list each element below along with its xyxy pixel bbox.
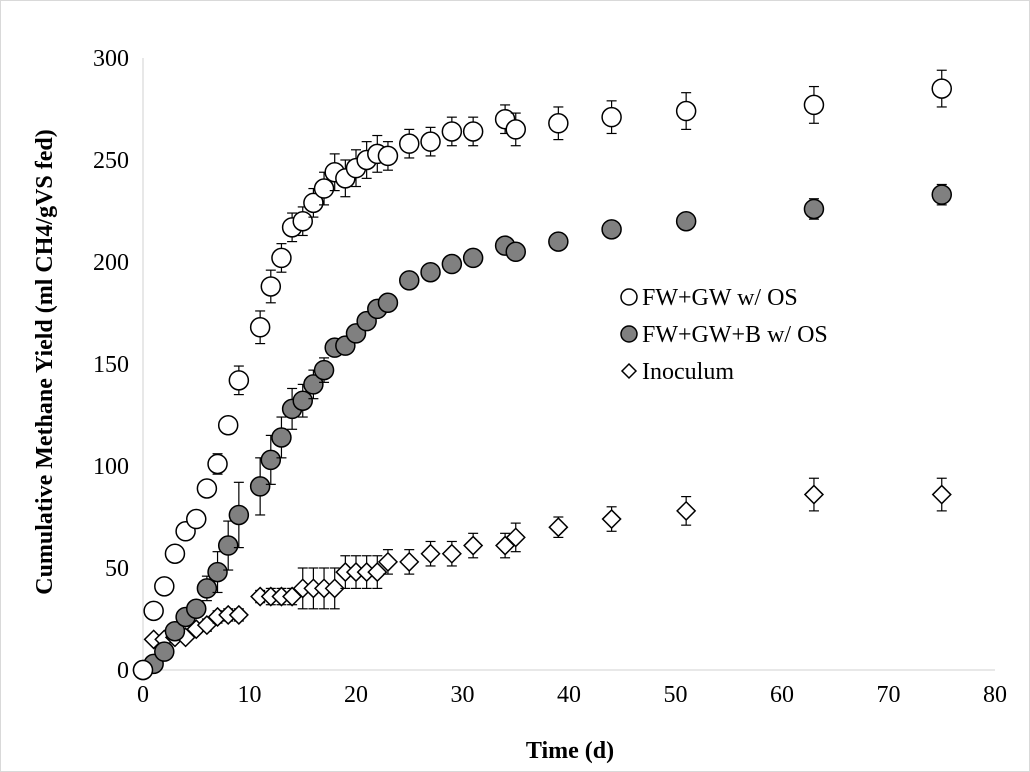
- data-point: [271, 247, 292, 269]
- data-point: [601, 508, 622, 530]
- data-point: [313, 359, 335, 381]
- data-point: [675, 210, 697, 232]
- data-point: [260, 449, 282, 471]
- data-point: [164, 620, 186, 642]
- x-tick-label: 20: [344, 682, 368, 708]
- data-point: [505, 119, 526, 140]
- data-point: [420, 543, 441, 564]
- data-point: [399, 551, 420, 572]
- data-point: [196, 478, 218, 499]
- series-0: [132, 69, 952, 681]
- data-point: [441, 543, 462, 564]
- data-point: [154, 641, 175, 662]
- data-point: [271, 427, 292, 448]
- data-point: [228, 370, 250, 391]
- y-tick-label: 150: [93, 352, 129, 378]
- x-tick-label: 50: [664, 682, 688, 708]
- y-axis-title: Cumulative Methane Yield (ml CH4/gVS fed…: [32, 129, 58, 595]
- data-point: [367, 562, 388, 583]
- data-point: [505, 241, 526, 263]
- data-point: [303, 374, 324, 395]
- data-point: [260, 276, 282, 297]
- data-point: [931, 484, 952, 505]
- data-point: [249, 317, 271, 338]
- data-point: [303, 192, 324, 214]
- data-point: [462, 121, 484, 142]
- data-point: [217, 535, 239, 556]
- legend-marker: [620, 325, 638, 343]
- data-point: [143, 600, 164, 622]
- x-tick-label: 40: [557, 682, 581, 708]
- data-point: [462, 247, 484, 269]
- data-point: [803, 198, 825, 220]
- legend-marker: [620, 362, 638, 380]
- y-tick-label: 50: [105, 556, 129, 582]
- data-point: [292, 390, 313, 411]
- legend: FW+GW w/ OS FW+GW+B w/ OS Inoculum: [620, 285, 828, 385]
- y-tick-label: 100: [93, 454, 129, 480]
- data-point: [292, 210, 313, 232]
- x-axis-title: Time (d): [526, 738, 614, 764]
- data-point: [803, 484, 825, 505]
- data-point: [548, 113, 569, 134]
- y-tick-label: 300: [93, 46, 129, 72]
- axes-group: [142, 58, 995, 671]
- y-tick-label: 250: [93, 148, 129, 174]
- data-point: [601, 219, 622, 240]
- data-point: [601, 106, 622, 128]
- data-point: [463, 535, 484, 556]
- data-point: [505, 527, 526, 548]
- x-tick-label: 60: [770, 682, 794, 708]
- y-tick-label: 0: [117, 658, 129, 684]
- legend-label: FW+GW+B w/ OS: [642, 322, 828, 348]
- data-point: [186, 598, 207, 620]
- x-tick-label: 30: [451, 682, 475, 708]
- legend-marker: [620, 288, 638, 306]
- series-group: [132, 69, 952, 681]
- data-point: [548, 517, 569, 538]
- data-point: [803, 94, 825, 116]
- data-point: [676, 500, 697, 521]
- data-point: [548, 231, 569, 252]
- data-point: [324, 578, 345, 599]
- y-tick-label: 200: [93, 250, 129, 276]
- data-point: [196, 578, 218, 599]
- legend-label: Inoculum: [642, 359, 734, 385]
- x-tick-label: 0: [137, 682, 149, 708]
- data-point: [207, 561, 228, 583]
- data-point: [154, 576, 175, 597]
- data-point: [931, 184, 952, 205]
- data-point: [399, 270, 420, 291]
- data-point: [441, 121, 463, 142]
- data-point: [186, 508, 207, 530]
- x-tick-label: 80: [983, 682, 1007, 708]
- series-2: [132, 477, 952, 681]
- data-point: [132, 659, 154, 681]
- data-point: [228, 604, 249, 625]
- x-tick-label: 70: [877, 682, 901, 708]
- x-tick-label: 10: [238, 682, 262, 708]
- data-point: [228, 504, 250, 526]
- data-point: [420, 261, 441, 283]
- data-point: [675, 100, 697, 122]
- data-point: [420, 131, 441, 152]
- data-point: [164, 543, 186, 564]
- data-point: [399, 133, 420, 154]
- data-point: [377, 292, 399, 314]
- data-point: [313, 178, 335, 199]
- data-point: [249, 476, 271, 497]
- data-point: [441, 253, 463, 275]
- legend-label: FW+GW w/ OS: [642, 285, 798, 311]
- data-point: [377, 551, 399, 572]
- data-point: [377, 145, 399, 167]
- data-point: [931, 78, 952, 99]
- tick-labels-group: 0 10 20 30 40 50 60 70 80 0 50 100 150 200 250 300: [93, 46, 1007, 708]
- data-point: [217, 414, 239, 436]
- data-point: [207, 453, 228, 475]
